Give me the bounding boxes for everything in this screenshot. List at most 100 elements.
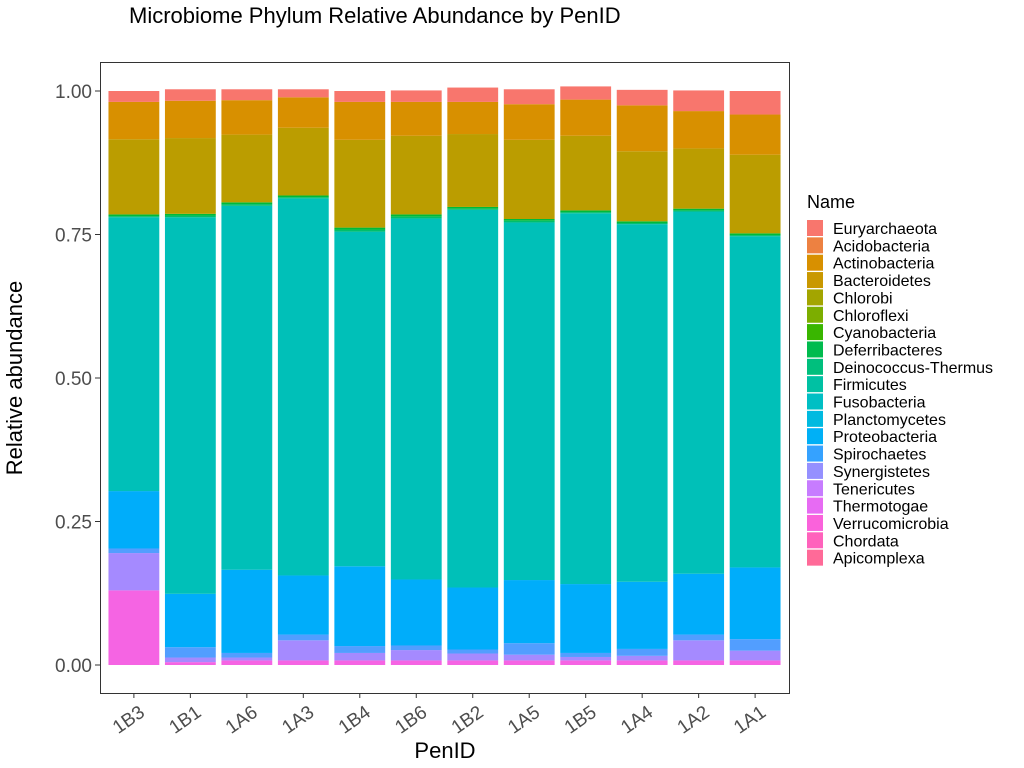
legend-key xyxy=(807,532,823,549)
bar-segment-1A2-firmicutes xyxy=(673,211,725,574)
legend-key xyxy=(807,462,823,479)
bar-segment-1B4-deferribacteres xyxy=(334,229,386,232)
bar-segment-1A5-bacteroidetes xyxy=(503,139,555,219)
legend-label: Bacteroidetes xyxy=(833,273,931,290)
x-tick-label: 1A1 xyxy=(730,702,770,739)
y-tick-label: 0.50 xyxy=(55,369,92,390)
bar-segment-1B5-actinobacteria xyxy=(560,99,612,136)
legend-key xyxy=(807,445,823,462)
bar-segment-1B2-proteobacteria xyxy=(447,587,499,650)
bar-segment-1A2-synergistetes xyxy=(673,640,725,661)
bar-segment-1A6-actinobacteria xyxy=(221,100,273,135)
legend-key xyxy=(807,341,823,358)
x-tick-label: 1B3 xyxy=(109,702,149,739)
bar-segment-1A4-synergistetes xyxy=(616,655,668,661)
bar-segment-1B1-firmicutes xyxy=(164,217,216,594)
bar-segment-1B5-proteobacteria xyxy=(560,584,612,653)
bar-segment-1A2-spirochaetes xyxy=(673,634,725,641)
bar-segment-1A4-firmicutes xyxy=(616,224,668,582)
bar-segment-1A3-proteobacteria xyxy=(277,575,329,635)
bar-segment-1A5-proteobacteria xyxy=(503,580,555,644)
bar-segment-1A6-firmicutes xyxy=(221,205,273,570)
bar-segment-1B4-euryarchaeota xyxy=(334,91,386,102)
bar-segment-1A3-deferribacteres xyxy=(277,197,329,199)
bar-segment-1B2-synergistetes xyxy=(447,653,499,661)
bar-segment-1B5-bacteroidetes xyxy=(560,135,612,211)
legend-key xyxy=(807,549,823,566)
legend-label: Euryarchaeota xyxy=(833,221,937,238)
legend-key xyxy=(807,497,823,514)
legend-label: Synergistetes xyxy=(833,464,930,481)
legend-key xyxy=(807,358,823,375)
bar-segment-1A3-verrucomicrobia xyxy=(277,660,329,665)
bar-segment-1A2-proteobacteria xyxy=(673,573,725,635)
bar-segment-1B4-synergistetes xyxy=(334,652,386,661)
bar-segment-1B5-verrucomicrobia xyxy=(560,660,612,665)
x-tick-label: 1A4 xyxy=(617,702,657,739)
y-axis-title: Relative abundance xyxy=(2,281,27,475)
bar-segment-1B3-cyanobacteria xyxy=(108,214,160,217)
bar-segment-1B1-euryarchaeota xyxy=(164,89,216,101)
x-tick-label: 1A3 xyxy=(278,702,318,739)
legend-label: Apicomplexa xyxy=(833,551,925,568)
bar-segment-1A4-spirochaetes xyxy=(616,648,668,656)
bar-segment-1B1-deferribacteres xyxy=(164,215,216,218)
bar-segment-1B2-bacteroidetes xyxy=(447,134,499,207)
legend-key xyxy=(807,324,823,341)
legend-label: Chlorobi xyxy=(833,290,893,307)
legend-label: Thermotogae xyxy=(833,499,928,516)
bar-segment-1B3-actinobacteria xyxy=(108,101,160,140)
legend-key xyxy=(807,410,823,427)
x-tick-label: 1A5 xyxy=(504,702,544,739)
bar-segment-1B3-deferribacteres xyxy=(108,216,160,218)
legend-label: Actinobacteria xyxy=(833,256,934,273)
bar-segment-1B3-spirochaetes xyxy=(108,548,160,554)
bar-segment-1B4-proteobacteria xyxy=(334,566,386,647)
x-axis-title: PenID xyxy=(414,738,475,763)
legend-key xyxy=(807,428,823,445)
legend-key xyxy=(807,306,823,323)
x-tick-label: 1B6 xyxy=(391,702,431,739)
bar-segment-1B3-euryarchaeota xyxy=(108,91,160,102)
bar-segment-1B3-synergistetes xyxy=(108,553,160,591)
bar-segment-1A1-actinobacteria xyxy=(729,114,781,155)
x-tick-label: 1A6 xyxy=(222,702,262,739)
bars-group xyxy=(108,86,781,665)
bar-segment-1B4-firmicutes xyxy=(334,231,386,567)
bar-segment-1A2-deferribacteres xyxy=(673,210,725,212)
bar-segment-1A1-bacteroidetes xyxy=(729,154,781,234)
bar-segment-1B3-bacteroidetes xyxy=(108,139,160,215)
bar-segment-1A4-cyanobacteria xyxy=(616,221,668,224)
bar-segment-1B2-actinobacteria xyxy=(447,101,499,135)
bar-segment-1B6-bacteroidetes xyxy=(390,135,442,215)
bar-segment-1A5-euryarchaeota xyxy=(503,89,555,105)
bar-segment-1A5-firmicutes xyxy=(503,222,555,581)
bar-segment-1B3-verrucomicrobia xyxy=(108,590,160,665)
bar-segment-1A2-verrucomicrobia xyxy=(673,660,725,665)
bar-segment-1A3-synergistetes xyxy=(277,640,329,661)
bar-segment-1B6-firmicutes xyxy=(390,218,442,580)
bar-segment-1B2-euryarchaeota xyxy=(447,87,499,102)
bar-segment-1A5-spirochaetes xyxy=(503,643,555,655)
legend-key xyxy=(807,254,823,271)
legend-label: Tenericutes xyxy=(833,481,915,498)
legend-key xyxy=(807,393,823,410)
bar-segment-1B6-deferribacteres xyxy=(390,216,442,219)
chart-title: Microbiome Phylum Relative Abundance by … xyxy=(129,3,621,28)
bar-segment-1A6-synergistetes xyxy=(221,657,273,661)
bar-segment-1B3-firmicutes xyxy=(108,217,160,492)
bar-segment-1A3-bacteroidetes xyxy=(277,127,329,196)
bar-segment-1A1-firmicutes xyxy=(729,236,781,568)
bar-segment-1A5-verrucomicrobia xyxy=(503,660,555,665)
bar-segment-1A1-synergistetes xyxy=(729,650,781,661)
legend-label: Fusobacteria xyxy=(833,395,926,412)
legend-title: Name xyxy=(807,192,855,212)
bar-segment-1B1-actinobacteria xyxy=(164,100,216,139)
x-tick-label: 1A2 xyxy=(674,702,714,739)
bar-segment-1A5-deferribacteres xyxy=(503,220,555,223)
y-axis: 0.00 0.25 0.50 0.75 1.00 xyxy=(55,82,100,677)
legend-label: Deferribacteres xyxy=(833,342,942,359)
legend-label: Deinococcus-Thermus xyxy=(833,360,993,377)
bar-segment-1B4-cyanobacteria xyxy=(334,227,386,230)
